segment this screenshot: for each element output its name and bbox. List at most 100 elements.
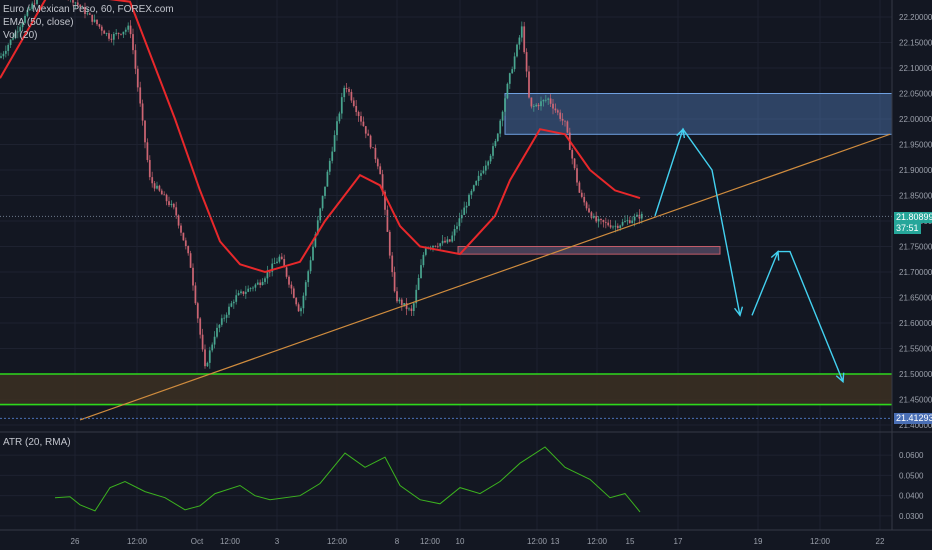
candle-body xyxy=(232,301,235,304)
candle-body xyxy=(297,304,300,312)
arrowhead xyxy=(676,127,686,139)
candle-body xyxy=(280,256,283,260)
candle-body xyxy=(336,121,338,136)
candle-body xyxy=(115,32,118,35)
candle-body xyxy=(360,116,362,122)
candle-body xyxy=(12,38,14,40)
candle-body xyxy=(552,103,554,109)
candle-body xyxy=(295,297,298,305)
candle-body xyxy=(453,229,456,236)
candle-body xyxy=(364,126,367,134)
candle-body xyxy=(112,34,115,40)
candle-body xyxy=(626,220,629,222)
candle-body xyxy=(141,103,144,121)
candle-body xyxy=(259,282,262,286)
time-axis[interactable]: 26 12:00 Oct 12:00 3 12:00 8 12:00 10 12:00 13 12:0… xyxy=(71,537,885,546)
candle-body xyxy=(489,155,492,162)
atr-axis[interactable]: 0.0600 0.0500 0.0400 0.0300 xyxy=(899,451,924,521)
candle-body xyxy=(528,71,530,98)
candle-body xyxy=(448,239,451,242)
candle-body xyxy=(408,308,410,310)
ema-legend[interactable]: EMA (50, close) xyxy=(3,17,74,28)
candle-body xyxy=(439,243,442,247)
candle-body xyxy=(547,98,550,100)
candle-body xyxy=(468,194,470,206)
candle-body xyxy=(340,97,343,114)
candle-body xyxy=(604,222,607,223)
candle-body xyxy=(292,288,295,298)
ema-line xyxy=(0,0,641,274)
candle-body xyxy=(324,186,326,196)
candle-body xyxy=(96,19,98,25)
candle-body xyxy=(79,4,82,8)
candle-body xyxy=(319,208,322,221)
candle-body xyxy=(441,240,444,244)
candle-body xyxy=(168,201,170,206)
price-tick-label: 22.10000 xyxy=(899,64,932,73)
candle-body xyxy=(357,112,360,117)
candle-body xyxy=(494,141,497,147)
candle-body xyxy=(33,3,36,5)
candle-body xyxy=(19,27,22,32)
candle-body xyxy=(444,240,446,243)
time-tick-label: 12:00 xyxy=(527,537,548,546)
candle-body xyxy=(326,171,329,187)
candle-body xyxy=(194,285,197,304)
candle-body xyxy=(160,190,163,195)
volume-legend[interactable]: Vol (20) xyxy=(3,30,38,41)
candle-body xyxy=(129,25,132,35)
candle-body xyxy=(564,120,566,122)
candle-body xyxy=(595,216,598,222)
candle-body xyxy=(338,113,341,122)
projection-arrows xyxy=(654,127,741,316)
projection-arrowheads xyxy=(676,127,845,384)
candle-body xyxy=(451,235,454,242)
candle-body xyxy=(415,289,418,304)
candle-body xyxy=(412,303,415,312)
candle-body xyxy=(316,220,319,235)
candle-body xyxy=(204,349,206,367)
candle-body xyxy=(496,133,499,142)
candle-body xyxy=(117,32,120,34)
candle-body xyxy=(436,246,439,248)
candle-body xyxy=(247,288,250,292)
candle-body xyxy=(386,209,389,232)
candle-body xyxy=(158,185,161,191)
candle-body xyxy=(362,121,365,127)
candle-body xyxy=(283,259,286,268)
candle-body xyxy=(355,106,358,113)
candle-body xyxy=(134,50,137,69)
candle-body xyxy=(122,31,125,35)
candle-body xyxy=(88,13,91,15)
candle-body xyxy=(271,263,274,272)
candle-body xyxy=(516,44,518,57)
candle-body xyxy=(640,213,643,219)
candle-body xyxy=(151,177,154,184)
candle-body xyxy=(636,214,638,217)
atr-tick-label: 0.0300 xyxy=(899,512,924,521)
candle-body xyxy=(472,185,475,191)
time-tick-label: 13 xyxy=(551,537,560,546)
candle-body xyxy=(170,203,173,206)
candle-body xyxy=(405,303,408,310)
candle-body xyxy=(2,53,5,57)
candle-body xyxy=(244,291,247,294)
projection-arrow xyxy=(751,250,844,382)
symbol-title[interactable]: Euro / Mexican Peso, 60, FOREX.com xyxy=(3,4,174,15)
time-tick-label: 22 xyxy=(876,537,885,546)
candle-body xyxy=(374,147,377,160)
candle-body xyxy=(410,308,413,312)
candle-body xyxy=(132,34,134,51)
price-tick-label: 22.15000 xyxy=(899,39,932,48)
candle-body xyxy=(314,234,317,247)
candle-body xyxy=(420,265,422,278)
atr-legend[interactable]: ATR (20, RMA) xyxy=(3,437,71,448)
candle-body xyxy=(499,120,502,134)
candle-body xyxy=(616,225,619,228)
candle-body xyxy=(273,263,276,264)
candle-body xyxy=(93,19,96,22)
price-tick-label: 21.75000 xyxy=(899,243,932,252)
candle-body xyxy=(108,33,110,39)
candle-body xyxy=(148,159,151,178)
